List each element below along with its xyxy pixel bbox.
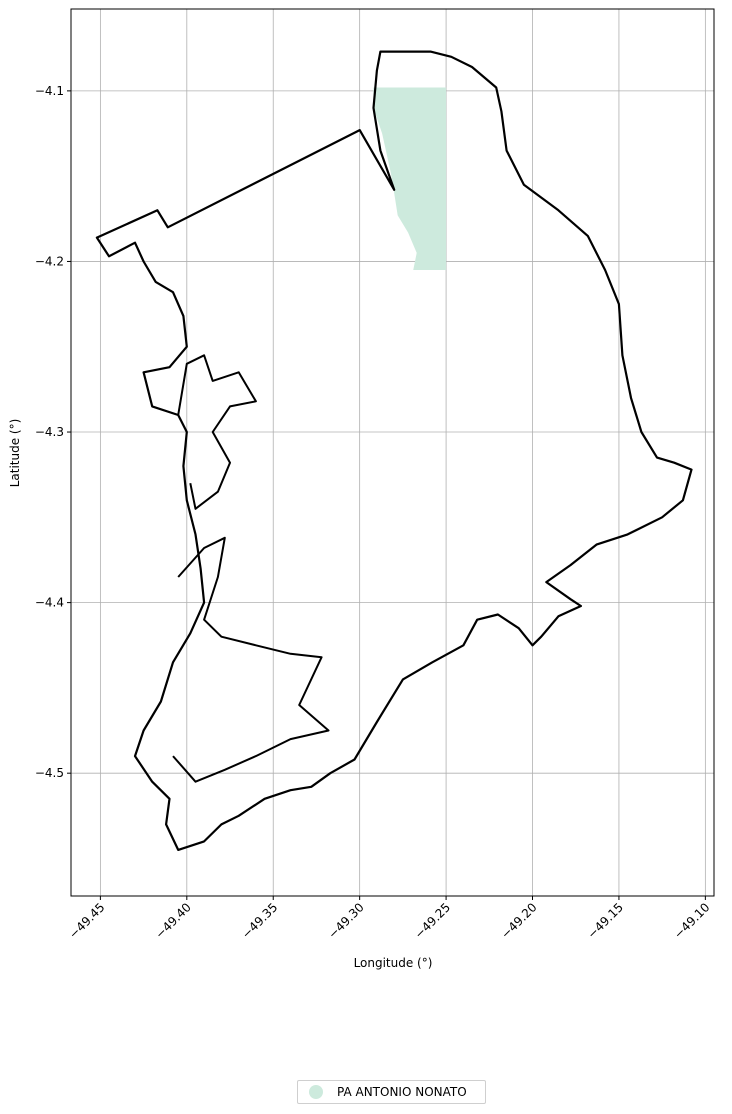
x-tick-label: −49.15 [585,900,626,941]
legend: PA ANTONIO NONATO [297,1080,486,1104]
x-axis-ticks: −49.45 −49.40 −49.35 −49.30 −49.25 −49.20 −49.… [66,896,712,942]
x-tick-label: −49.30 [325,900,366,941]
x-axis-label: Longitude (°) [354,956,433,970]
y-axis-label: Latitude (°) [8,419,22,488]
x-tick-label: −49.40 [153,900,194,941]
legend-label: PA ANTONIO NONATO [337,1085,467,1099]
plot-frame [70,8,715,897]
x-tick-label: −49.10 [671,900,712,941]
y-tick-label: −4.4 [35,596,64,610]
x-tick-label: −49.35 [239,900,280,941]
y-tick-label: −4.2 [35,254,64,268]
x-tick-label: −49.25 [412,900,453,941]
grid-lines [71,9,714,896]
y-tick-label: −4.1 [35,84,64,98]
x-tick-label: −49.20 [498,900,539,941]
y-tick-label: −4.5 [35,766,64,780]
municipality-boundary [95,50,693,851]
river-boundary-1 [177,354,257,510]
legend-swatch [309,1085,323,1099]
x-tick-label: −49.45 [66,900,107,941]
river-boundary-2 [172,536,330,783]
y-tick-label: −4.3 [35,425,64,439]
pa-antonio-nonato-area [373,87,447,270]
y-axis-ticks: −4.1 −4.2 −4.3 −4.4 −4.5 [35,84,71,780]
